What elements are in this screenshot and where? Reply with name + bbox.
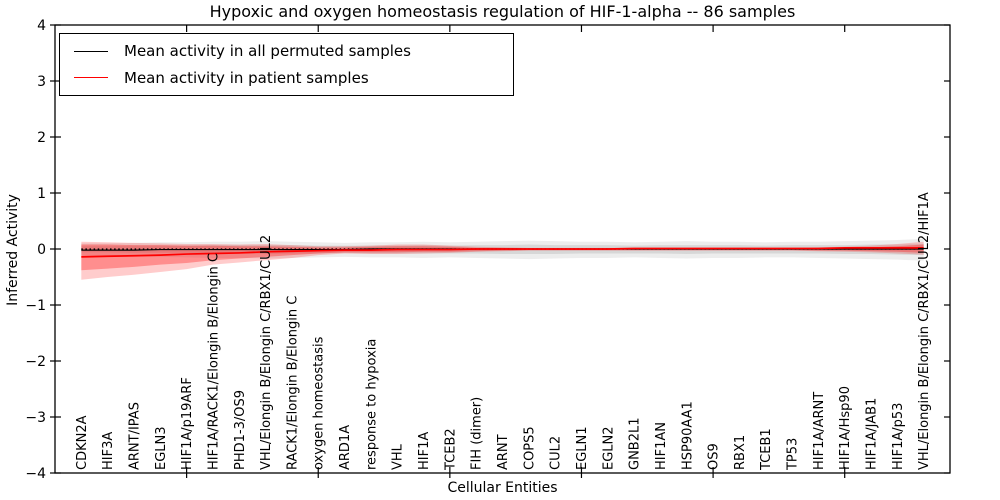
x-tick-label: OS9 xyxy=(707,443,722,470)
y-tick-label: −4 xyxy=(25,466,46,482)
y-axis-label: Inferred Activity xyxy=(5,194,21,306)
x-tick-label: HIF1A xyxy=(417,432,432,470)
legend-item-permuted: Mean activity in all permuted samples xyxy=(60,42,513,60)
x-tick-label: RACK1/Elongin B/Elongin C xyxy=(285,296,300,470)
legend-item-patient: Mean activity in patient samples xyxy=(60,69,513,87)
y-tick-label: −1 xyxy=(25,298,46,314)
x-tick-label: PHD1-3/OS9 xyxy=(233,390,248,470)
x-tick-label: ARNT/IPAS xyxy=(127,402,142,470)
x-tick-label: oxygen homeostasis xyxy=(312,336,327,470)
legend: Mean activity in all permuted samples Me… xyxy=(59,33,514,96)
x-tick-label: ARNT xyxy=(496,434,511,470)
x-tick-label: VHL xyxy=(391,443,406,470)
x-tick-label: HIF1A/p19ARF xyxy=(180,377,195,470)
chart-title: Hypoxic and oxygen homeostasis regulatio… xyxy=(209,2,796,21)
legend-line-swatch-permuted xyxy=(74,50,108,52)
legend-line-swatch-patient xyxy=(74,77,108,79)
patient-mean-line xyxy=(81,247,924,258)
x-tick-label: VHL/Elongin B/Elongin C/RBX1/CUL2 xyxy=(259,235,274,470)
x-tick-label: COPS5 xyxy=(522,426,537,470)
x-tick-label: EGLN3 xyxy=(154,426,169,470)
legend-label-patient: Mean activity in patient samples xyxy=(124,68,369,87)
x-tick-label: HIF1A/Hsp90 xyxy=(838,386,853,470)
x-tick-label: response to hypoxia xyxy=(364,339,379,470)
y-tick-label: −3 xyxy=(25,410,46,426)
x-tick-label: HSP90AA1 xyxy=(680,401,695,470)
x-tick-label: CUL2 xyxy=(549,436,564,470)
y-tick-label: 0 xyxy=(37,242,46,258)
x-tick-label: HIF1A/RACK1/Elongin B/Elongin C xyxy=(206,253,221,470)
x-tick-label: EGLN1 xyxy=(575,426,590,470)
y-tick-label: −2 xyxy=(25,354,46,370)
x-tick-label: RBX1 xyxy=(733,435,748,470)
legend-label-permuted: Mean activity in all permuted samples xyxy=(124,42,411,61)
y-tick-label: 1 xyxy=(37,186,46,202)
x-tick-label: TCEB1 xyxy=(759,428,774,471)
x-tick-label: HIF1A/ARNT xyxy=(812,392,827,470)
x-axis-label: Cellular Entities xyxy=(447,480,558,496)
y-tick-label: 3 xyxy=(37,74,46,90)
x-tick-label: EGLN2 xyxy=(601,426,616,470)
x-tick-label: CDKN2A xyxy=(75,415,90,470)
x-tick-label: TP53 xyxy=(786,438,801,471)
x-tick-label: ARD1A xyxy=(338,425,353,470)
x-tick-label: TCEB2 xyxy=(443,428,458,471)
x-tick-label: HIF3A xyxy=(101,432,116,470)
x-tick-label: HIF1AN xyxy=(654,422,669,470)
x-tick-label: HIF1A/p53 xyxy=(891,403,906,470)
y-tick-label: 2 xyxy=(37,130,46,146)
x-tick-label: FIH (dimer) xyxy=(470,397,485,470)
x-tick-label: HIF1A/JAB1 xyxy=(865,398,880,470)
x-tick-label: GNB2L1 xyxy=(628,417,643,470)
y-tick-label: 4 xyxy=(37,18,46,34)
x-tick-label: VHL/Elongin B/Elongin C/RBX1/CUL2/HIF1A xyxy=(917,192,932,470)
